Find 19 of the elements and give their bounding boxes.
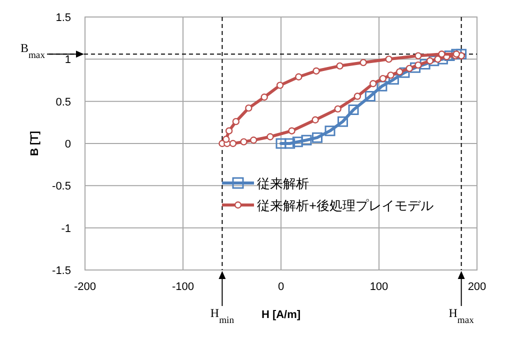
- y-tick-label: -1: [61, 222, 71, 235]
- legend-label: 従来解析: [257, 176, 309, 191]
- x-axis-title: H [A/m]: [261, 309, 301, 321]
- x-tick-label: 100: [370, 281, 388, 293]
- legend-label: 従来解析+後処理プレイモデル: [257, 198, 434, 213]
- x-tick-label: -200: [74, 281, 96, 293]
- y-tick-label: -1.5: [52, 265, 71, 277]
- y-tick-label: 0: [64, 138, 71, 150]
- y-axis-title: B [T]: [29, 130, 41, 156]
- ref-line-label: B$_{max}$: [20, 41, 46, 61]
- ref-line-label: H$_{min}$: [210, 306, 234, 326]
- x-tick-label: 0: [278, 281, 284, 293]
- y-tick-label: 0.5: [56, 96, 71, 108]
- ref-line-label: H$_{max}$: [448, 306, 474, 326]
- x-tick-label: -100: [172, 281, 194, 293]
- x-tick-label: 200: [468, 281, 486, 293]
- y-tick-label: 1: [64, 54, 71, 66]
- y-tick-label: 1.5: [56, 12, 71, 24]
- y-tick-label: -0.5: [52, 180, 71, 193]
